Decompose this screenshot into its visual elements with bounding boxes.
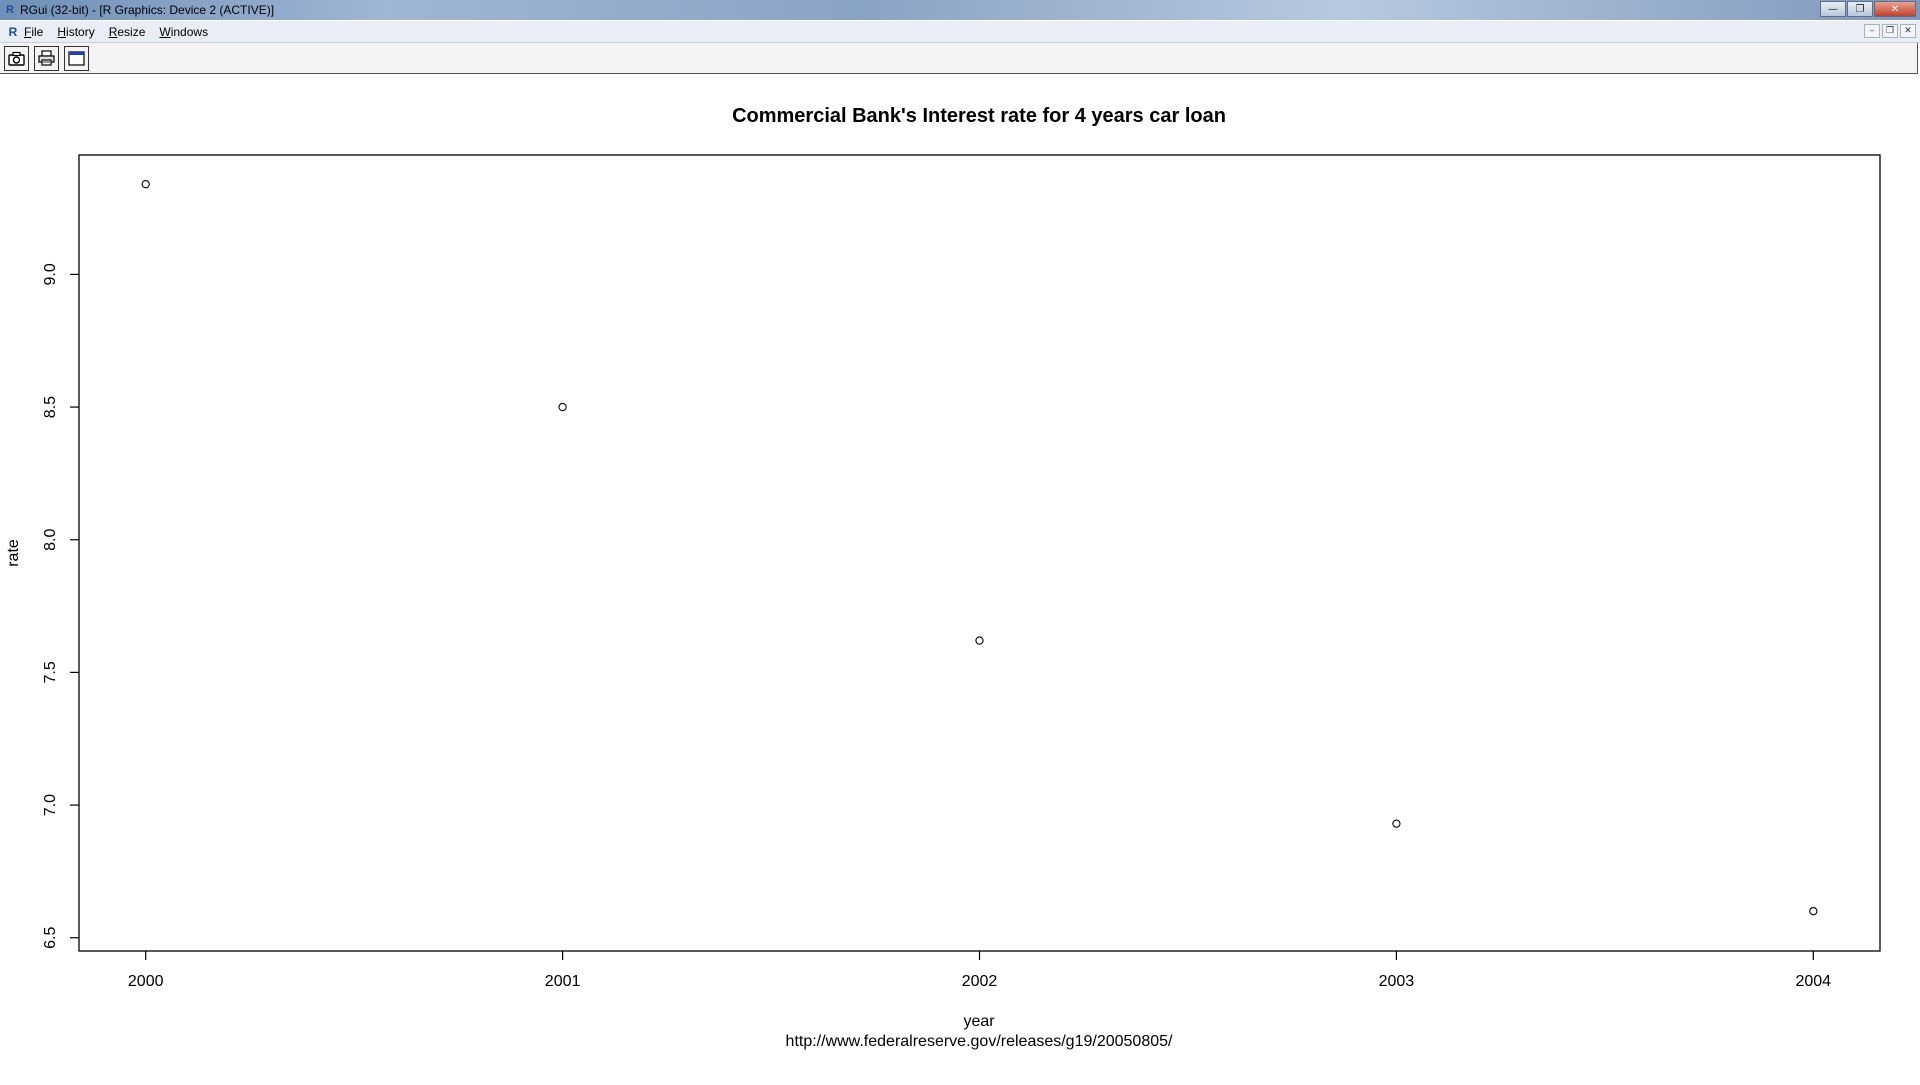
minimize-button[interactable]: — bbox=[1820, 1, 1846, 17]
new-window-button[interactable] bbox=[64, 45, 89, 71]
y-axis: 6.5 7.0 7.5 8.0 8.5 9.0 bbox=[42, 263, 79, 949]
new-window-icon bbox=[68, 50, 85, 66]
y-axis-label: rate bbox=[5, 539, 22, 567]
mdi-close-button[interactable]: ✕ bbox=[1900, 24, 1916, 38]
x-tick-label: 2003 bbox=[1379, 973, 1415, 990]
copy-to-clipboard-button[interactable] bbox=[4, 45, 29, 71]
chart-title: Commercial Bank's Interest rate for 4 ye… bbox=[732, 105, 1226, 127]
y-tick-label: 8.5 bbox=[42, 396, 59, 418]
plot-frame bbox=[78, 154, 1881, 952]
plot-area: Commercial Bank's Interest rate for 4 ye… bbox=[0, 75, 1920, 1080]
x-axis-label: year bbox=[963, 1013, 995, 1030]
x-tick-label: 2001 bbox=[545, 973, 581, 990]
x-tick-label: 2002 bbox=[962, 973, 998, 990]
print-button[interactable] bbox=[34, 45, 59, 71]
y-tick-label: 7.0 bbox=[42, 794, 59, 816]
mdi-controls: – ❐ ✕ bbox=[1864, 24, 1916, 38]
data-point bbox=[1809, 907, 1818, 916]
menu-history[interactable]: History bbox=[57, 24, 95, 39]
maximize-button[interactable]: ❐ bbox=[1847, 1, 1873, 17]
y-tick-label: 7.5 bbox=[42, 661, 59, 683]
y-tick-label: 8.0 bbox=[42, 529, 59, 551]
y-tick-label: 6.5 bbox=[42, 927, 59, 949]
scatter-chart: Commercial Bank's Interest rate for 4 ye… bbox=[5, 105, 1881, 1050]
close-button[interactable]: ✕ bbox=[1874, 1, 1916, 17]
mdi-restore-button[interactable]: ❐ bbox=[1882, 24, 1898, 38]
r-logo-icon: R bbox=[6, 4, 14, 16]
menu-resize[interactable]: Resize bbox=[108, 24, 146, 39]
chart-caption: http://www.federalreserve.gov/releases/g… bbox=[786, 1033, 1173, 1050]
data-points bbox=[141, 180, 1818, 916]
window-controls: — ❐ ✕ bbox=[1820, 1, 1916, 17]
data-point bbox=[1392, 819, 1401, 828]
print-icon bbox=[38, 50, 55, 66]
mdi-minimize-button[interactable]: – bbox=[1864, 24, 1880, 38]
x-tick-label: 2004 bbox=[1795, 973, 1831, 990]
x-axis: 2000 2001 2002 2003 2004 bbox=[128, 951, 1831, 990]
copy-to-clipboard-icon bbox=[8, 51, 25, 66]
x-tick-label: 2000 bbox=[128, 973, 164, 990]
window-title: RGui (32-bit) - [R Graphics: Device 2 (A… bbox=[20, 3, 275, 17]
menubar: R File History Resize Windows – ❐ ✕ bbox=[0, 21, 1920, 43]
menu-file[interactable]: File bbox=[24, 24, 44, 39]
y-tick-label: 9.0 bbox=[42, 263, 59, 285]
toolbar bbox=[0, 43, 1918, 74]
menu-windows[interactable]: Windows bbox=[159, 24, 209, 39]
window-titlebar: R RGui (32-bit) - [R Graphics: Device 2 … bbox=[0, 0, 1920, 20]
r-document-icon[interactable]: R bbox=[8, 24, 18, 39]
data-point bbox=[975, 636, 984, 645]
data-point bbox=[141, 180, 150, 189]
data-point bbox=[558, 402, 567, 412]
